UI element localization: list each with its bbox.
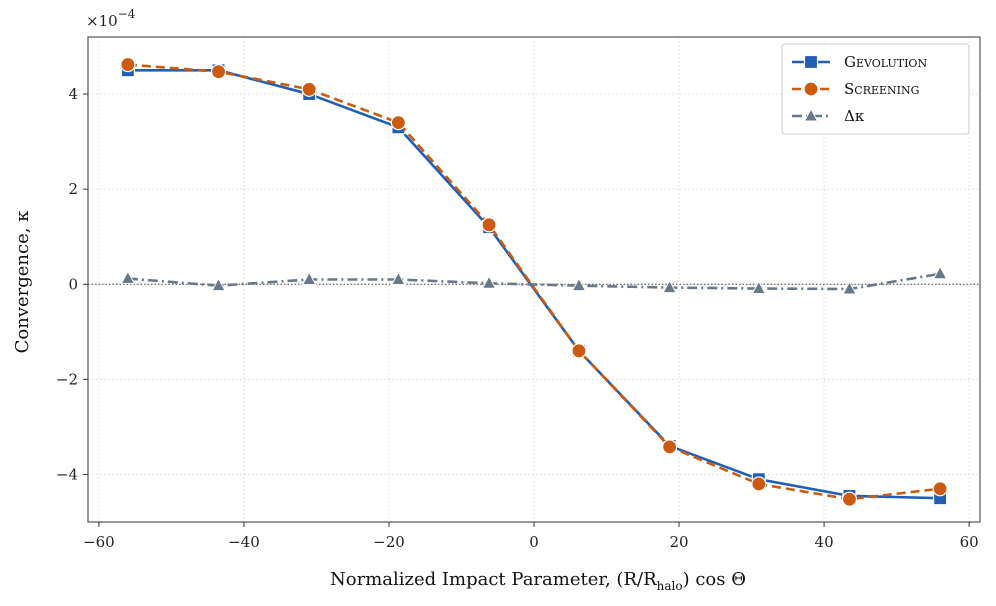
y-tick-label: −4: [56, 465, 78, 483]
legend-marker-square: [803, 54, 819, 70]
legend-label-triangle: Δκ: [844, 107, 865, 125]
data-point-triangle: [301, 271, 317, 285]
y-tick-label: 4: [68, 85, 78, 103]
data-point-triangle: [481, 275, 497, 289]
legend-marker-triangle: [803, 107, 819, 122]
y-scale-label: ×10−4: [86, 7, 136, 30]
x-tick-label: −60: [83, 533, 115, 551]
data-point-triangle: [571, 277, 587, 292]
x-tick-label: 0: [529, 533, 539, 551]
data-point-triangle: [120, 270, 136, 285]
data-point-circle: [481, 217, 497, 233]
data-point-triangle: [932, 265, 948, 280]
x-tick-label: 60: [960, 533, 979, 551]
series-line-circle: [127, 63, 941, 501]
x-tick-label: 40: [815, 533, 834, 551]
data-point-circle: [390, 114, 406, 131]
y-tick-label: 2: [68, 180, 78, 198]
x-tick-label: −40: [228, 533, 260, 551]
data-point-circle: [841, 491, 858, 507]
data-point-triangle: [211, 277, 226, 292]
data-point-triangle: [751, 280, 767, 295]
legend: Gevolution Screening Δκ: [781, 43, 970, 135]
legend-label-square: Gevolution: [844, 53, 927, 71]
data-point-triangle: [391, 271, 406, 285]
data-point-circle: [751, 476, 767, 492]
data-point-circle: [662, 439, 678, 455]
data-point-circle: [120, 56, 136, 73]
series-triangle: [120, 265, 948, 295]
y-axis-label: Convergence, κ: [12, 210, 33, 354]
legend-marker-circle: [803, 81, 819, 97]
data-point-circle: [210, 64, 227, 80]
data-point-circle: [932, 481, 948, 497]
data-point-triangle: [842, 280, 857, 295]
data-point-triangle: [662, 279, 677, 294]
y-tick-label: −2: [56, 370, 78, 388]
y-tick-label: 0: [68, 275, 78, 293]
data-point-circle: [571, 343, 587, 359]
legend-box: [781, 43, 970, 135]
series-layer: [120, 56, 948, 507]
x-tick-label: 20: [669, 533, 688, 551]
series-circle: [120, 56, 948, 507]
x-axis-label: Normalized Impact Parameter, (R/Rhalo) c…: [330, 569, 746, 593]
x-tick-label: −20: [373, 533, 405, 551]
data-point-circle: [301, 81, 317, 97]
series-line-triangle: [127, 272, 941, 291]
legend-label-circle: Screening: [844, 80, 919, 98]
